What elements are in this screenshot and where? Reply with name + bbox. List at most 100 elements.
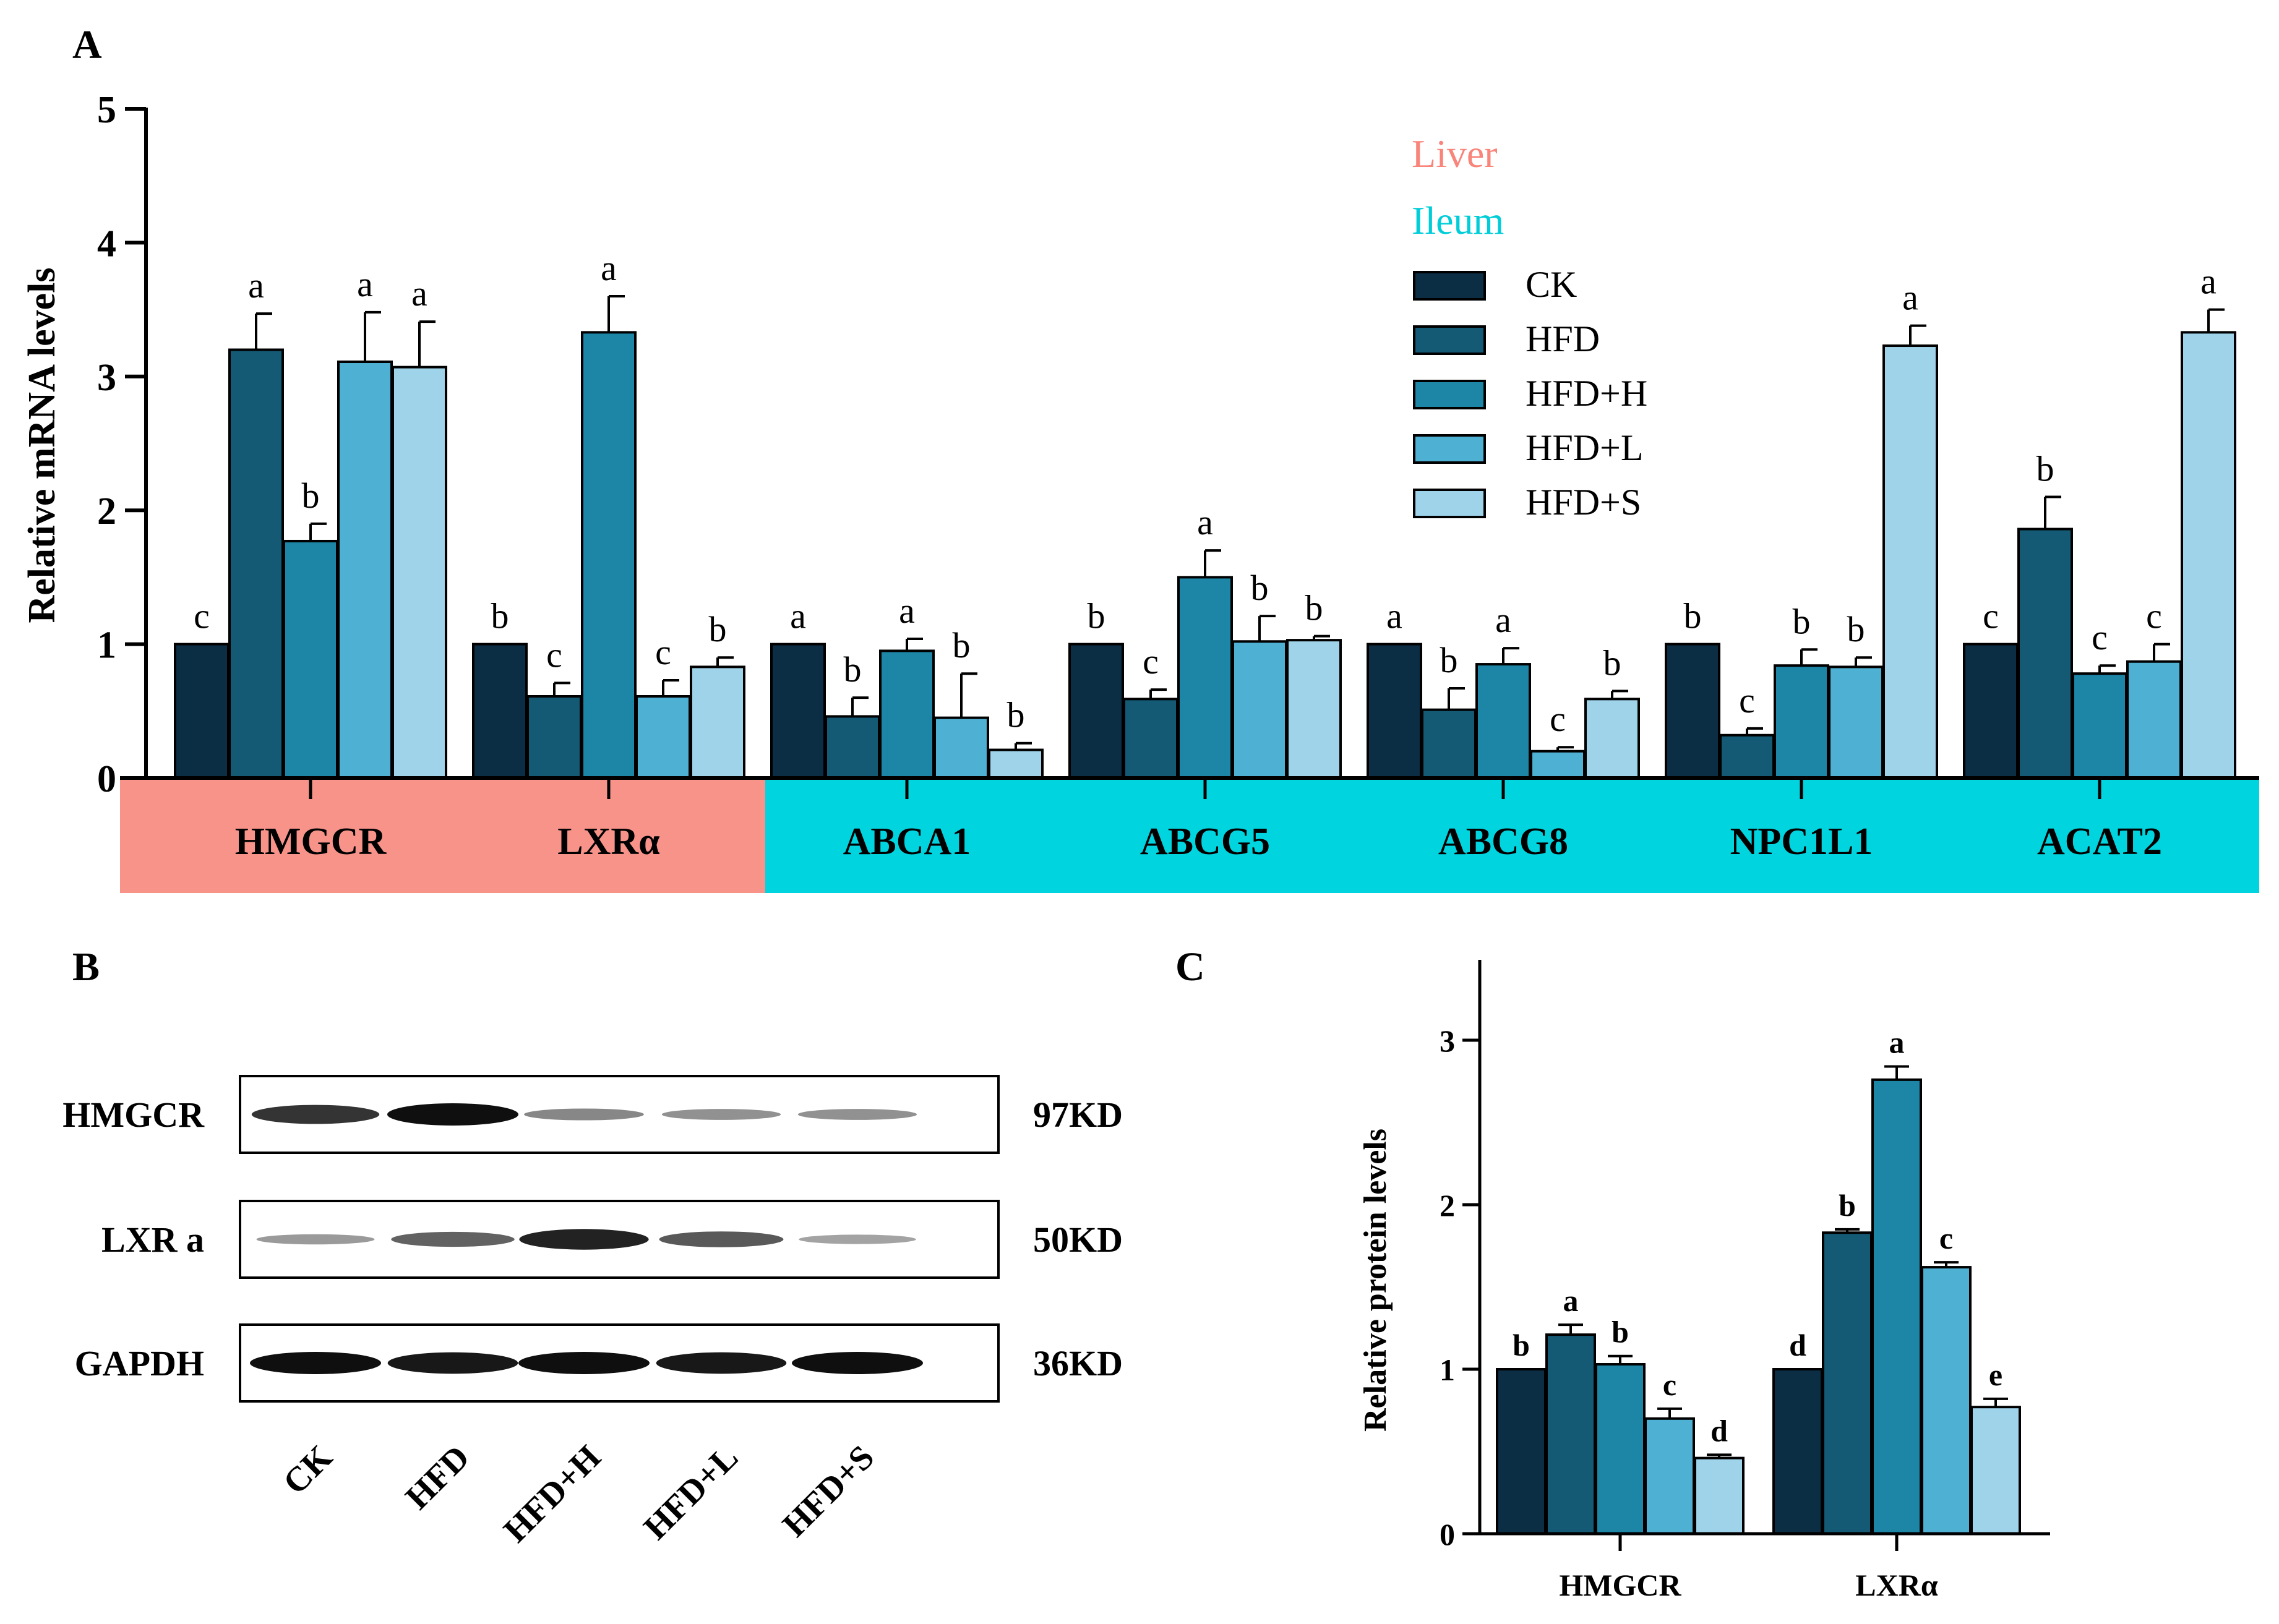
sig-letter-abcg5-hfd: c	[1143, 641, 1159, 682]
blot-band-hmgcr-hfd-h	[524, 1108, 644, 1121]
protein-bar-lxr-hfd-h	[1871, 1078, 1922, 1535]
sig-letter-abca1-hfd: b	[844, 649, 862, 690]
panel-label-c: C	[1175, 944, 1205, 989]
protein-bar-hmgcr-hfd-l	[1644, 1417, 1695, 1536]
bar-hmgcr-hfd-l	[337, 360, 393, 779]
blot-band-hmgcr-hfd-l	[661, 1109, 781, 1120]
x-tick-label-abcg8: ABCG8	[1438, 821, 1568, 863]
y-tick-label-5: 5	[97, 89, 116, 131]
sig-letter-hmgcr-hfd-s: a	[411, 273, 427, 314]
protein-sig-letter-hmgcr-hfd-s: d	[1710, 1413, 1728, 1448]
sig-letter-abcg5-hfd-l: b	[1251, 568, 1269, 608]
sig-letter-abcg5-hfd-s: b	[1305, 588, 1323, 628]
protein-bar-lxr-hfd-s	[1970, 1406, 2021, 1535]
blot-row-label-hmgcr: HMGCR	[62, 1095, 205, 1135]
sig-letter-hmgcr-hfd-l: a	[357, 264, 373, 304]
legend: Liver Ileum CK HFD HFD+H HFD+L HFD+S	[1412, 132, 1647, 523]
y-tick-label-3: 3	[97, 357, 116, 399]
bar-hmgcr-hfd	[228, 348, 284, 779]
blot-band-lxr-a-hfd-l	[659, 1231, 784, 1247]
bar-lxr-hfd-h	[581, 331, 637, 779]
legend-swatch-hfd-l	[1413, 434, 1486, 464]
ileum-band	[765, 778, 2259, 893]
blot-band-hmgcr-ck	[251, 1105, 380, 1124]
protein-sig-letter-lxr-hfd: b	[1839, 1188, 1856, 1223]
blot-band-lxr-a-hfd-s	[799, 1234, 916, 1244]
bar-abcg8-hfd	[1421, 708, 1477, 779]
blot-band-lxr-a-hfd	[391, 1231, 515, 1247]
sig-letter-lxr-hfd-s: b	[709, 609, 727, 649]
sig-letter-acat2-ck: c	[1983, 596, 1999, 636]
blot-size-lxr-a: 50KD	[1033, 1220, 1123, 1260]
bar-npc1l1-hfd-l	[1828, 665, 1884, 779]
sig-letter-abcg8-hfd-s: b	[1603, 643, 1621, 683]
bar-abcg8-hfd-l	[1530, 750, 1586, 779]
bar-hmgcr-ck	[174, 643, 230, 779]
protein-sig-letter-hmgcr-ck: b	[1513, 1328, 1530, 1362]
liver-band	[120, 778, 765, 893]
bar-abcg8-hfd-s	[1584, 698, 1640, 779]
bar-lxr-hfd	[526, 694, 582, 779]
x-tick-label-hmgcr: HMGCR	[235, 821, 387, 863]
blot-band-gapdh-ck	[250, 1352, 381, 1374]
x-tick-label-acat2: ACAT2	[2037, 821, 2162, 863]
bar-lxr-hfd-s	[690, 665, 745, 779]
blot-band-lxr-a-hfd-h	[519, 1229, 649, 1250]
blot-size-hmgcr: 97KD	[1033, 1095, 1123, 1135]
y-tick-label-2: 2	[97, 490, 116, 532]
sig-letter-acat2-hfd-h: c	[2092, 617, 2108, 657]
blot-band-gapdh-hfd-s	[792, 1352, 923, 1374]
protein-sig-letter-lxr-ck: d	[1789, 1328, 1806, 1362]
legend-label-ck: CK	[1526, 264, 1577, 305]
protein-sig-letter-hmgcr-hfd: a	[1563, 1283, 1579, 1318]
protein-y-tick-label-0: 0	[1440, 1517, 1455, 1552]
panel-label-a: A	[72, 22, 102, 67]
protein-bar-hmgcr-ck	[1496, 1368, 1547, 1535]
blot-band-gapdh-hfd	[387, 1352, 518, 1374]
legend-swatch-hfd-h	[1413, 380, 1486, 409]
y-tick-label-0: 0	[97, 758, 116, 800]
panel-label-b: B	[72, 944, 100, 989]
protein-bar-lxr-hfd	[1822, 1231, 1873, 1535]
sig-letter-abcg8-hfd: b	[1440, 640, 1458, 680]
sig-letter-hmgcr-hfd: a	[248, 265, 264, 306]
protein-bar-lxr-ck	[1772, 1368, 1823, 1535]
blot-lane-label-hfd-s: HFD+S	[775, 1438, 882, 1544]
protein-sig-letter-hmgcr-hfd-l: c	[1663, 1367, 1676, 1402]
legend-label-hfd-h: HFD+H	[1526, 373, 1647, 414]
protein-sig-letter-hmgcr-hfd-h: b	[1612, 1315, 1629, 1349]
blot-row-label-gapdh: GAPDH	[75, 1343, 204, 1383]
sig-letter-npc1l1-hfd-h: b	[1793, 601, 1811, 641]
sig-letter-acat2-hfd-l: c	[2146, 596, 2162, 636]
protein-y-tick-label-3: 3	[1440, 1024, 1455, 1058]
bar-abca1-ck	[770, 643, 826, 779]
protein-y-axis-label: Relative protein levels	[1358, 1129, 1393, 1432]
protein-x-tick-label-hmgcr: HMGCR	[1559, 1568, 1681, 1602]
sig-letter-abca1-hfd-h: a	[899, 591, 915, 631]
protein-y-tick-label-2: 2	[1440, 1188, 1455, 1223]
bar-abcg8-ck	[1367, 643, 1422, 779]
mrna-axes: HMGCR LXRα ABCA1 ABCG5 ABCG8 NPC1L1 ACAT2 0 1 2 3 4…	[97, 89, 2259, 863]
bar-abca1-hfd	[825, 715, 880, 780]
y-tick-label-1: 1	[97, 625, 116, 667]
bar-npc1l1-hfd	[1719, 733, 1775, 779]
protein-sig-letter-lxr-hfd-l: c	[1939, 1221, 1953, 1255]
bar-acat2-hfd-h	[2072, 672, 2127, 780]
bar-lxr-hfd-l	[635, 694, 691, 779]
sig-letter-acat2-hfd-s: a	[2200, 262, 2217, 302]
sig-letter-lxr-hfd-h: a	[601, 248, 617, 288]
blot-band-hmgcr-hfd-s	[797, 1109, 917, 1120]
legend-label-hfd-s: HFD+S	[1526, 482, 1641, 523]
panel-b-western-blot: HMGCR 97KD LXR a 50KD GAPDH 36KD CK HFD HFD+H HFD…	[62, 1075, 1123, 1550]
blot-band-lxr-a-ck	[256, 1234, 375, 1245]
sig-letter-abcg5-hfd-h: a	[1197, 502, 1213, 542]
legend-ileum-label: Ileum	[1412, 199, 1504, 242]
bar-acat2-ck	[1963, 643, 2019, 779]
blot-lane-label-hfd: HFD	[398, 1438, 477, 1516]
legend-label-hfd: HFD	[1526, 318, 1600, 359]
protein-y-tick-label-1: 1	[1440, 1353, 1455, 1387]
